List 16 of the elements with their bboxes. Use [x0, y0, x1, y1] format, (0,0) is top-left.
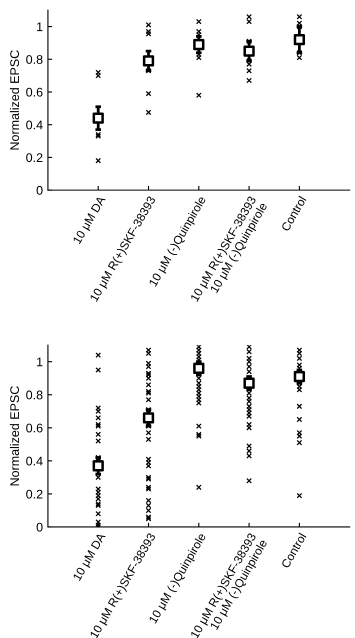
x-tick-label: 10 μM DA	[72, 532, 108, 582]
x-tick-label: 10 μM DA	[72, 195, 108, 246]
y-tick-label: 0.4	[26, 456, 43, 466]
y-tick-label: 1	[37, 22, 42, 32]
y-tick-label: 0.6	[26, 88, 43, 97]
y-axis-title: Normalized EPSC	[10, 50, 20, 150]
y-tick-label: 1	[37, 358, 42, 366]
y-tick-label: 0.6	[26, 424, 43, 432]
y-axis-title: Normalized EPSC	[10, 386, 20, 486]
y-tick-label: 0.2	[26, 490, 42, 499]
y-tick-label: 0	[36, 186, 43, 195]
y-tick-label: 0.8	[26, 55, 43, 64]
y-tick-label: 0.8	[26, 390, 43, 400]
y-tick-label: 0.4	[26, 120, 43, 130]
y-tick-label: 0.2	[26, 153, 42, 162]
y-tick-label: 0	[36, 522, 43, 532]
